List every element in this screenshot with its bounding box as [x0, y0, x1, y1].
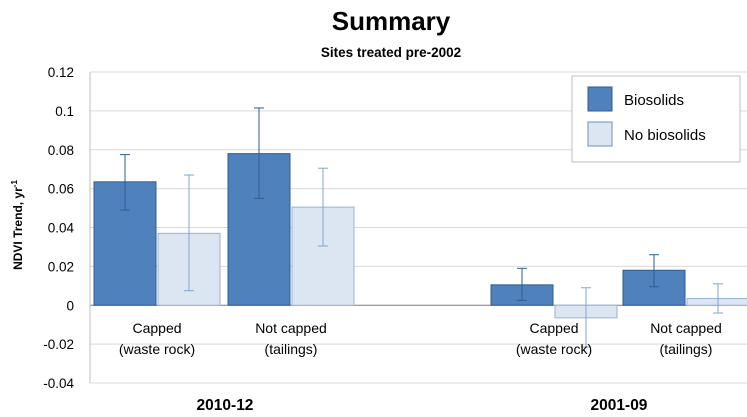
y-tick-label: -0.02 [43, 337, 74, 352]
category-labels: Capped (waste rock) Not capped (tailings) Ca… [119, 320, 722, 357]
group-label: 2001-09 [591, 397, 648, 414]
y-tick-label: 0 [66, 298, 74, 313]
chart-subtitle: Sites treated pre-2002 [321, 45, 461, 60]
legend-swatch-no-biosolids [587, 121, 613, 147]
category-label: (waste rock) [516, 341, 592, 357]
y-tick-label: 0.04 [48, 221, 75, 236]
legend: Biosolids No biosolids [571, 75, 741, 163]
category-label: (tailings) [660, 341, 713, 357]
error-bars [120, 107, 723, 348]
category-label: Capped [132, 320, 181, 336]
bars [93, 153, 747, 319]
category-label: Capped [529, 320, 578, 336]
y-tick-label: 0.06 [48, 182, 74, 197]
y-axis-label: NDVI Trend, yr-1 [10, 180, 25, 270]
legend-label-biosolids: Biosolids [624, 92, 684, 109]
legend-label-no-biosolids: No biosolids [624, 127, 706, 144]
category-label: Not capped [255, 320, 327, 336]
y-tick-label: 0.08 [48, 143, 74, 158]
group-label: 2010-12 [197, 397, 254, 414]
category-label: (tailings) [265, 341, 318, 357]
y-tick-label: 0.12 [48, 65, 74, 80]
y-axis-ticks: 0.12 0.1 0.08 0.06 0.04 0.02 0 -0.02 -0.04 [43, 65, 74, 391]
bar-no-biosolids [686, 297, 747, 306]
category-label: (waste rock) [119, 341, 195, 357]
legend-swatch-biosolids [587, 86, 613, 112]
category-label: Not capped [650, 320, 722, 336]
y-tick-label: -0.04 [43, 376, 74, 391]
chart-title: Summary [332, 6, 451, 36]
y-tick-label: 0.02 [48, 259, 74, 274]
group-labels: 2010-12 2001-09 [197, 397, 648, 414]
y-tick-label: 0.1 [55, 104, 74, 119]
